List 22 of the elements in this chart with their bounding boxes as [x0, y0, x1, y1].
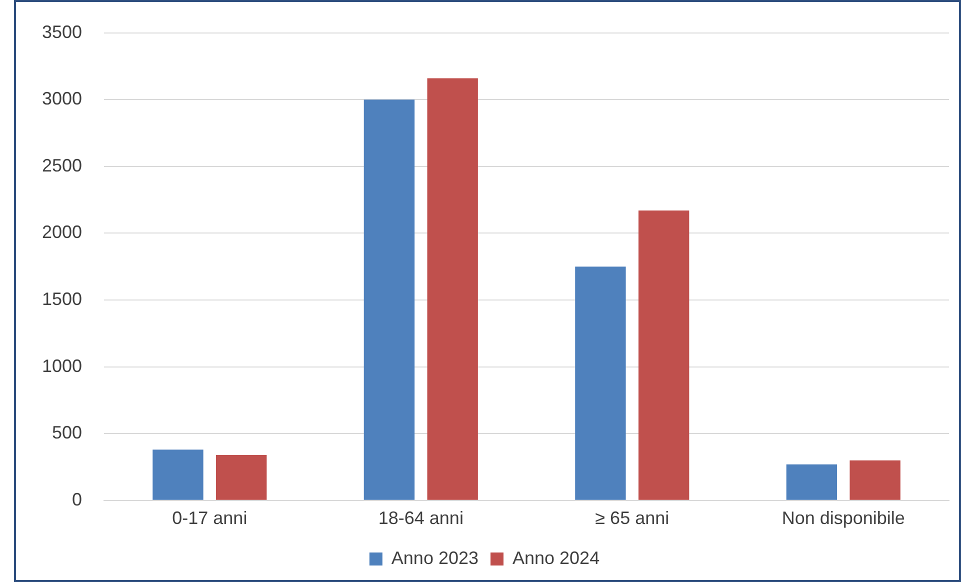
bar: [216, 454, 267, 500]
bar: [364, 100, 415, 500]
legend-label: Anno 2023: [391, 548, 479, 568]
legend-label: Anno 2024: [512, 548, 600, 568]
y-tick-label: 1500: [42, 288, 82, 309]
bar: [638, 210, 690, 500]
y-tick-label: 1000: [42, 356, 82, 376]
x-tick-label: 0-17 anni: [172, 508, 248, 528]
y-tick-label: 500: [52, 422, 82, 443]
x-tick-label: ≥ 65 anni: [595, 508, 670, 528]
y-tick-label: 0: [72, 489, 82, 510]
y-tick-label: 3000: [42, 88, 82, 109]
bar: [575, 266, 626, 500]
bar: [427, 78, 478, 500]
bar: [152, 450, 204, 500]
y-tick-label: 3500: [42, 22, 82, 42]
y-tick-label: 2000: [42, 222, 82, 242]
x-tick-label: Non disponibile: [782, 508, 905, 528]
x-tick-label: 18-64 anni: [378, 508, 464, 528]
bar: [786, 464, 838, 500]
bar: [850, 460, 900, 500]
y-tick-label: 2500: [42, 155, 82, 176]
